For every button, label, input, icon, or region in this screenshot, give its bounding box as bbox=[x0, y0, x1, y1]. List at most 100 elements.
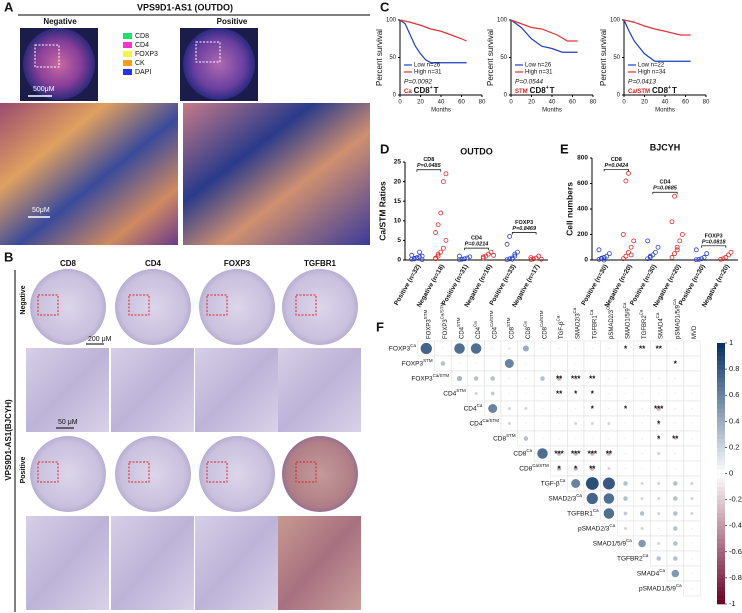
correlation bbox=[590, 451, 595, 456]
correlation bbox=[691, 422, 693, 425]
data-point bbox=[504, 241, 510, 247]
column-label-sup: Ca bbox=[589, 309, 594, 315]
significance: *** bbox=[554, 450, 564, 459]
data-point bbox=[728, 249, 734, 255]
correlation bbox=[558, 347, 560, 350]
correlation bbox=[624, 377, 627, 380]
correlation bbox=[574, 362, 577, 365]
data-point bbox=[704, 251, 710, 257]
correlation bbox=[624, 452, 627, 455]
column-label-main: pSMAD2/3 bbox=[608, 309, 614, 339]
row-label-sup: Ca bbox=[626, 538, 632, 543]
colorbar-label: 0.8 bbox=[729, 364, 739, 373]
correlation bbox=[508, 392, 511, 395]
correlation bbox=[440, 361, 446, 366]
data-point bbox=[414, 255, 420, 261]
correlation bbox=[558, 437, 560, 440]
significance: ** bbox=[589, 465, 596, 474]
y-tick-label: 100 bbox=[497, 18, 508, 24]
correlation bbox=[691, 468, 693, 469]
correlation bbox=[603, 508, 615, 519]
column-label-main: CD4 bbox=[492, 326, 498, 339]
correlation bbox=[525, 422, 527, 425]
column-label-sup: Ca/STM bbox=[539, 310, 544, 327]
ihc-zoom bbox=[278, 516, 361, 610]
row-label: TGF-βCa bbox=[541, 478, 566, 487]
p-value: P=0.0413 bbox=[628, 79, 656, 86]
data-point bbox=[604, 253, 610, 259]
ihc-core bbox=[282, 269, 358, 345]
data-point bbox=[435, 222, 441, 228]
x-tick-label: 40 bbox=[549, 100, 556, 106]
colorbar-step bbox=[717, 473, 725, 479]
column-label-sup: Ca bbox=[672, 299, 677, 305]
correlation bbox=[673, 526, 678, 531]
correlation bbox=[488, 404, 498, 413]
colorbar-step bbox=[717, 499, 725, 505]
significance: * bbox=[591, 390, 595, 399]
row-label-sup: STM bbox=[506, 433, 516, 438]
column-label: pSMAD2/3Ca bbox=[606, 304, 615, 339]
correlation bbox=[674, 452, 677, 455]
data-point bbox=[720, 256, 726, 262]
column-label-main: FOXP3 bbox=[426, 319, 432, 339]
row-label: FOXP3STM bbox=[402, 358, 433, 367]
correlation bbox=[473, 376, 479, 381]
correlation bbox=[641, 437, 643, 440]
colorbar-step bbox=[717, 569, 725, 574]
correlation bbox=[591, 437, 594, 440]
significance: ** bbox=[606, 450, 613, 459]
data-point bbox=[674, 247, 680, 253]
correlation bbox=[690, 512, 694, 515]
correlation bbox=[504, 359, 514, 368]
data-point bbox=[480, 254, 486, 260]
colorbar-step bbox=[717, 599, 725, 605]
data-point bbox=[655, 244, 661, 250]
survival-curve bbox=[623, 19, 691, 62]
y-axis-label: Percent survival bbox=[486, 29, 495, 86]
data-point bbox=[620, 232, 626, 237]
row-label-sup: STM bbox=[423, 358, 433, 363]
colorbar-label: -0.2 bbox=[729, 495, 742, 504]
data-point bbox=[631, 238, 637, 244]
correlation bbox=[525, 377, 527, 380]
data-point bbox=[718, 256, 724, 262]
correlation bbox=[542, 363, 543, 364]
row-label: FOXP3Ca/STM bbox=[411, 373, 449, 382]
correlation bbox=[641, 377, 643, 380]
data-point bbox=[528, 255, 534, 261]
colorbar-step bbox=[717, 443, 725, 448]
x-tick-label: 0 bbox=[509, 100, 513, 106]
ihc-zoom bbox=[195, 516, 278, 610]
row-label: CD8Ca/STM bbox=[519, 463, 549, 472]
row-label-main: CD4 bbox=[469, 420, 482, 427]
ihc-zoom bbox=[278, 348, 361, 432]
column-label: SMAD1/5/9Ca bbox=[622, 302, 631, 339]
data-point bbox=[677, 238, 683, 244]
correlation bbox=[591, 407, 594, 410]
column-label-sup: Ca bbox=[473, 321, 478, 327]
data-point bbox=[620, 256, 626, 262]
colorbar-step bbox=[717, 351, 725, 357]
significance: ** bbox=[556, 375, 563, 384]
correlation bbox=[624, 527, 627, 530]
column-label-main: TGF-β bbox=[559, 321, 565, 339]
colorbar-step bbox=[717, 408, 725, 413]
data-point bbox=[464, 255, 470, 261]
correlation bbox=[674, 422, 677, 425]
colorbar-step bbox=[717, 577, 725, 583]
colorbar-label: 0.2 bbox=[729, 442, 739, 451]
subset: STM bbox=[515, 89, 528, 95]
correlation bbox=[691, 542, 693, 545]
correlation bbox=[657, 392, 660, 395]
correlation bbox=[574, 392, 577, 395]
y-tick-label: 100 bbox=[386, 18, 397, 24]
y-tick-label: 0 bbox=[397, 257, 401, 264]
row-label: CD4Ca bbox=[464, 403, 483, 412]
colorbar-step bbox=[717, 434, 725, 439]
legend-swatch bbox=[123, 42, 132, 48]
y-tick-label: 800 bbox=[577, 155, 588, 162]
correlation bbox=[691, 392, 693, 395]
x-tick-label: 80 bbox=[590, 100, 597, 106]
x-tick-label: 0 bbox=[622, 100, 626, 106]
